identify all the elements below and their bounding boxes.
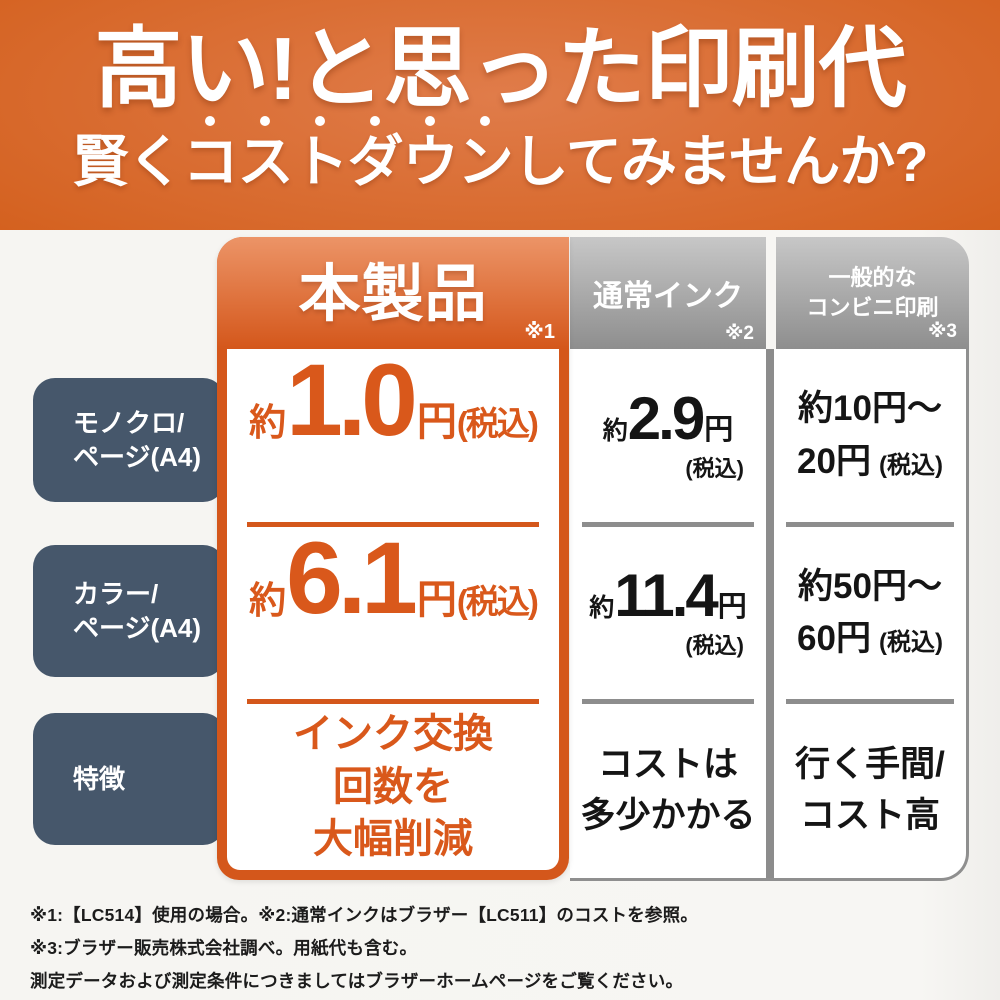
banner: 高い!と思った印刷代 賢くコストダウンしてみませんか? <box>0 0 1000 230</box>
row-label-color: カラー/ ページ(A4) <box>33 545 225 677</box>
footnote-line: ※3:ブラザー販売株式会社調べ。用紙代も含む。 <box>30 938 418 958</box>
row-divider <box>582 522 754 527</box>
feature-line: インク交換 <box>293 711 493 756</box>
footnote-ref-3: ※3 <box>927 321 957 343</box>
row-divider <box>247 522 539 527</box>
convenience-feature: 行く手間/ コスト高 <box>774 704 966 878</box>
feature-line: 回数を <box>333 764 453 809</box>
banner-headline: 高い!と思った印刷代 <box>94 19 906 118</box>
footnote-ref-2: ※2 <box>724 323 754 344</box>
footnote-line: ※1:【LC514】使用の場合。※2:通常インクはブラザー【LC511】のコスト… <box>30 905 699 925</box>
product-color-price: 約 6.1 円 (税込) <box>227 527 559 699</box>
price-tax: (税込) <box>878 629 943 656</box>
price-tax: (税込) <box>878 451 943 479</box>
comparison-body: 約 2.9 円 (税込) 約 11.4 円 (税込) コストは 多少かかる 約10円〜 … <box>570 349 969 881</box>
convenience-monochrome-price: 約10円〜 20円 (税込) <box>774 349 966 522</box>
price-tax: (税込) <box>685 455 744 481</box>
price-range-line: 20円 <box>797 441 871 481</box>
column-header-product: 本製品 ※1 <box>217 237 569 349</box>
price-range-line: 約50円〜 <box>798 566 942 606</box>
feature-line: 多少かかる <box>580 796 756 835</box>
product-column-body: 約 1.0 円 (税込) 約 6.1 円 (税込) インク交換 回数を 大幅削減 <box>227 349 559 870</box>
price-value: 1.0 <box>286 343 418 457</box>
footnotes: ※1:【LC514】使用の場合。※2:通常インクはブラザー【LC511】のコスト… <box>30 899 980 998</box>
row-divider <box>582 699 754 704</box>
column-header-convenience: 一般的な コンビニ印刷 ※3 <box>776 237 969 349</box>
normal-ink-color-price: 約 11.4 円 (税込) <box>570 527 766 699</box>
column-header-label-line: 一般的な <box>828 265 917 291</box>
price-tax: (税込) <box>685 633 744 658</box>
footnote-ref-1: ※1 <box>524 321 555 343</box>
column-header-normal-ink: 通常インク ※2 <box>570 237 766 349</box>
price-tax: (税込) <box>456 583 539 620</box>
normal-ink-monochrome-price: 約 2.9 円 (税込) <box>570 349 766 522</box>
row-label-line: 特徴 <box>73 763 126 794</box>
convenience-column: 約10円〜 20円 (税込) 約50円〜 60円 (税込) 行く手間/ コスト高 <box>774 349 966 878</box>
feature-line: 大幅削減 <box>313 817 473 862</box>
row-label-features: 特徴 <box>33 713 225 845</box>
subheadline-emphasis: コストダウン <box>183 130 514 193</box>
row-divider <box>786 699 954 704</box>
subheadline-post: してみませんか? <box>512 130 929 193</box>
subheadline-pre: 賢く <box>72 130 184 193</box>
row-label-line: モノクロ/ <box>73 407 185 438</box>
footnote-line: 測定データおよび測定条件につきましてはブラザーホームページをご覧ください。 <box>30 971 684 991</box>
price-value: 2.9 <box>627 384 705 452</box>
price-prefix: 約 <box>249 402 287 443</box>
row-divider <box>786 522 954 527</box>
product-column: 本製品 ※1 約 1.0 円 (税込) 約 6.1 円 (税込) インク交換 回数を 大幅削… <box>217 237 569 880</box>
column-header-label: 本製品 <box>298 260 488 329</box>
banner-subheadline: 賢くコストダウンしてみませんか? <box>0 128 1000 195</box>
product-monochrome-price: 約 1.0 円 (税込) <box>227 349 559 522</box>
price-unit: 円 <box>717 591 747 623</box>
price-value: 6.1 <box>286 521 418 635</box>
column-header-label: 通常インク <box>593 280 743 313</box>
feature-line: コスト高 <box>799 796 940 835</box>
feature-line: 行く手間/ <box>795 745 945 785</box>
price-unit: 円 <box>704 413 734 446</box>
price-prefix: 約 <box>602 416 628 445</box>
price-unit: 円 <box>416 400 457 444</box>
product-feature: インク交換 回数を 大幅削減 <box>227 704 559 870</box>
row-label-line: ページ(A4) <box>73 442 202 472</box>
price-prefix: 約 <box>249 580 287 621</box>
price-unit: 円 <box>416 578 457 622</box>
row-label-line: カラー/ <box>73 578 159 609</box>
column-header-label-line: コンビニ印刷 <box>806 295 939 320</box>
price-value: 11.4 <box>614 562 718 629</box>
price-tax: (税込) <box>456 405 539 442</box>
column-separator <box>766 349 774 878</box>
convenience-color-price: 約50円〜 60円 (税込) <box>774 527 966 699</box>
row-label-line: ページ(A4) <box>73 613 202 643</box>
row-label-monochrome: モノクロ/ ページ(A4) <box>33 378 225 502</box>
price-prefix: 約 <box>589 594 615 622</box>
price-range-line: 60円 <box>797 619 871 658</box>
row-divider <box>247 699 539 704</box>
feature-line: コストは <box>597 745 738 785</box>
price-range-line: 約10円〜 <box>798 389 942 428</box>
normal-ink-feature: コストは 多少かかる <box>570 704 766 878</box>
normal-ink-column: 約 2.9 円 (税込) 約 11.4 円 (税込) コストは 多少かかる <box>570 349 766 878</box>
